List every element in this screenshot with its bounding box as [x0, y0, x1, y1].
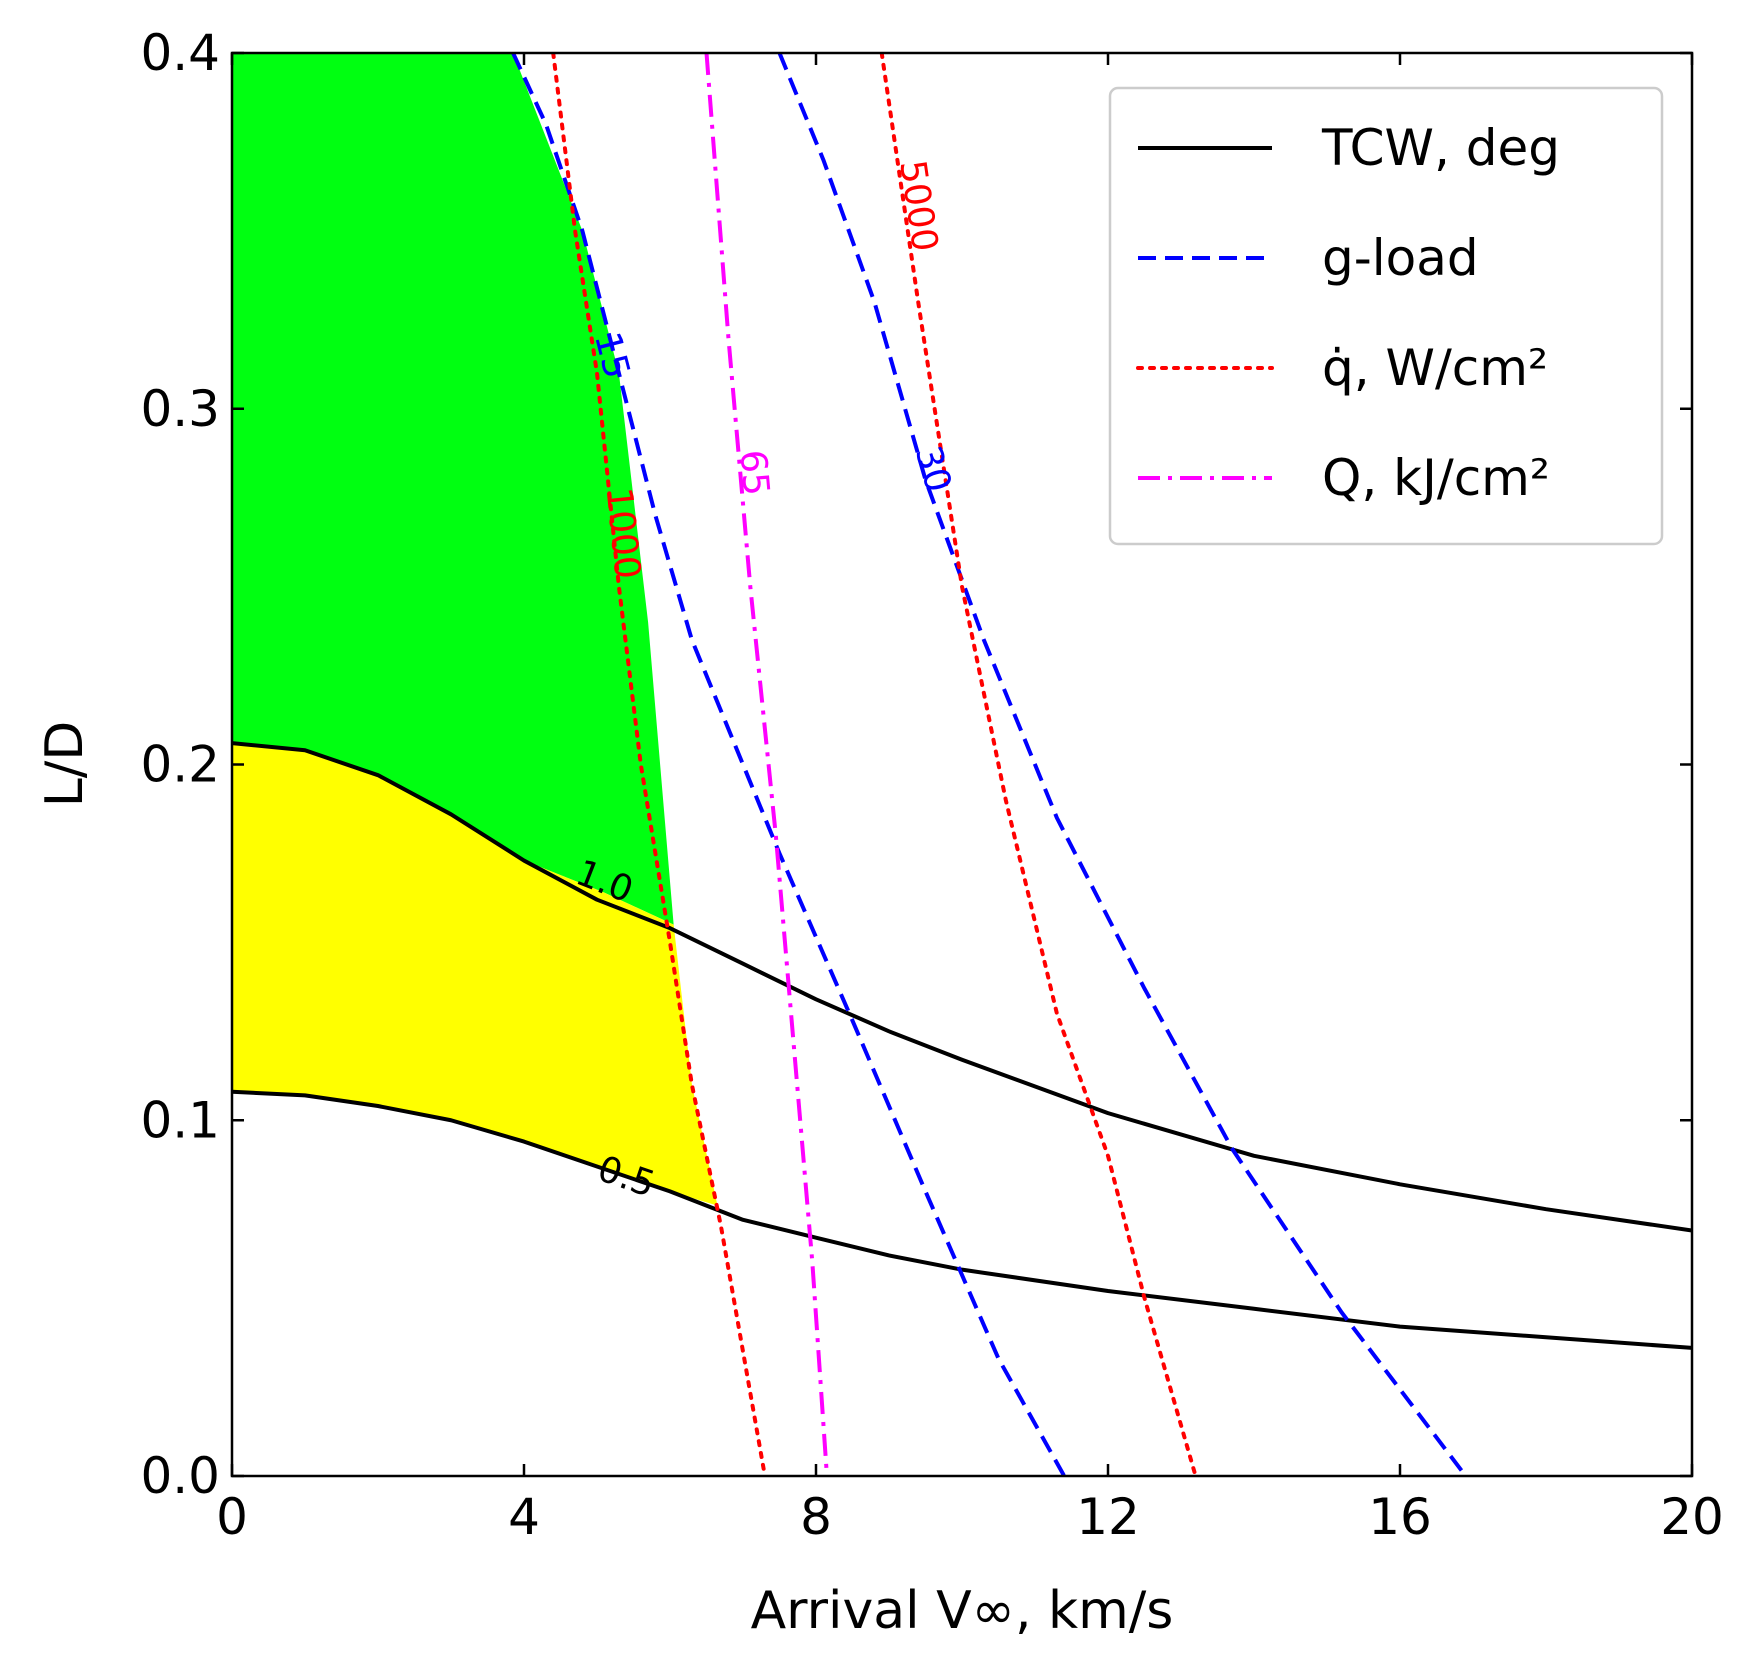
region-0	[232, 53, 674, 925]
contour-label-1000-4: 1000	[597, 486, 647, 581]
y-tick-label: 0.4	[140, 24, 220, 82]
curve-g-load-30	[777, 53, 1468, 1476]
curve-q-w-cm-5000	[879, 53, 1198, 1476]
axis-ticks	[230, 51, 1694, 1478]
legend-label-q-kj-cm: Q, kJ/cm²	[1322, 449, 1550, 507]
x-tick-label: 16	[1368, 1488, 1432, 1546]
curve-q-kj-cm-65	[704, 53, 829, 1476]
legend-box	[1108, 86, 1664, 546]
contour-curves	[232, 53, 1692, 1476]
legend-label-g-load: g-load	[1322, 229, 1479, 287]
y-tick-label: 0.1	[140, 1091, 220, 1149]
contour-label-65-6: 65	[732, 448, 777, 497]
x-tick-label: 0	[216, 1488, 248, 1546]
y-axis-title: L/D	[35, 721, 95, 808]
x-tick-label: 4	[508, 1488, 540, 1546]
x-axis-title: Arrival V∞, km/s	[751, 1581, 1174, 1641]
region-1	[232, 743, 718, 1206]
y-tick-label: 0.0	[140, 1447, 220, 1505]
curve-tcw-deg-0-5	[232, 1089, 1692, 1350]
legend-label-q-w-cm: q̇, W/cm²	[1322, 339, 1548, 397]
x-tick-label: 8	[800, 1488, 832, 1546]
axis-tick-labels: 0 4 8 12 16 20 0.0 0.1 0.2 0.3 0.4	[140, 24, 1723, 1546]
legend-label-tcw-deg: TCW, deg	[1321, 119, 1560, 177]
legend: TCW, deg g-load q̇, W/cm² Q, kJ/cm²	[1108, 86, 1664, 546]
x-tick-label: 12	[1076, 1488, 1140, 1546]
x-tick-label: 20	[1660, 1488, 1724, 1546]
curve-q-w-cm-1000	[551, 53, 767, 1476]
curve-tcw-deg-1-0	[232, 741, 1692, 1233]
y-tick-label: 0.3	[140, 380, 220, 438]
y-tick-label: 0.2	[140, 736, 220, 794]
curve-g-load-15	[511, 53, 1066, 1476]
filled-regions	[232, 53, 718, 1206]
